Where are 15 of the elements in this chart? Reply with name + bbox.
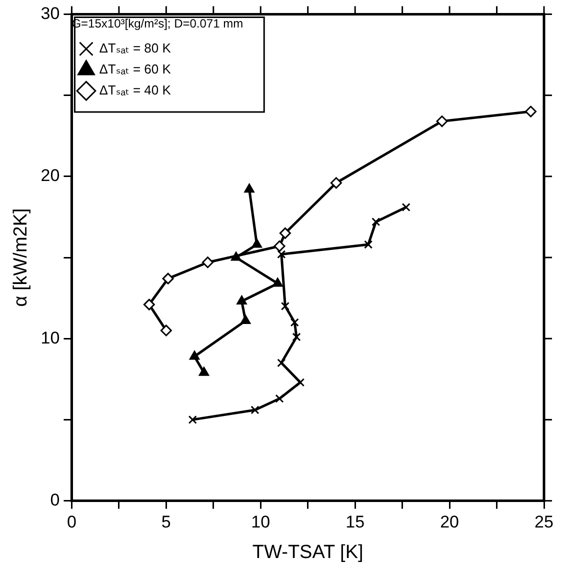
- x-axis-title: TW-TSAT [K]: [252, 542, 364, 563]
- y-tick-label: 0: [50, 490, 60, 510]
- y-tick-label: 30: [40, 4, 60, 23]
- x-tick-label: 5: [161, 512, 171, 532]
- x-tick-label: 0: [66, 512, 76, 532]
- y-axis-title: α [kW/m2K]: [10, 208, 32, 307]
- legend-label: ΔTₛₐₜ = 80 K: [99, 40, 172, 56]
- x-tick-label: 20: [440, 512, 460, 532]
- legend-label: ΔTₛₐₜ = 60 K: [99, 61, 172, 76]
- y-tick-label: 10: [40, 328, 60, 348]
- legend-label: ΔTₛₐₜ = 40 K: [99, 82, 172, 98]
- x-tick-label: 25: [534, 512, 554, 532]
- x-tick-label: 15: [346, 512, 365, 532]
- x-tick-label: 10: [251, 512, 270, 532]
- y-tick-label: 20: [40, 166, 60, 186]
